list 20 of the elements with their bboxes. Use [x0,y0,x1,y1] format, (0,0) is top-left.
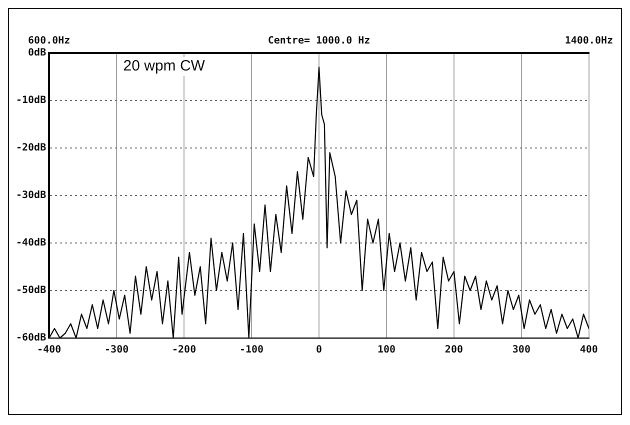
y-tick-label: -20dB [16,142,46,154]
y-tick-label: -60dB [16,332,46,344]
x-tick-label: 300 [512,344,530,356]
x-tick-label: 0 [316,344,322,356]
x-tick-label: 100 [377,344,396,356]
annotation: 20 wpm CW [123,58,206,75]
y-tick-label: -50dB [16,285,46,296]
x-tick-label: -300 [104,344,129,356]
y-tick-label: -40dB [16,238,46,249]
y-tick-label: -10dB [16,95,46,106]
x-tick-label: -100 [239,344,264,356]
x2-tick-label: 600.0Hz [28,36,70,47]
x-tick-label: 400 [580,344,598,356]
x-tick-label: -400 [37,344,62,356]
y-tick-label: 0dB [28,48,46,59]
x2-tick-label: Centre= 1000.0 Hz [268,36,370,47]
x2-tick-label: 1400.0Hz [564,36,614,47]
x-tick-label: -200 [172,344,196,356]
y-tick-label: -30dB [16,190,46,202]
x-tick-label: 200 [444,344,463,356]
